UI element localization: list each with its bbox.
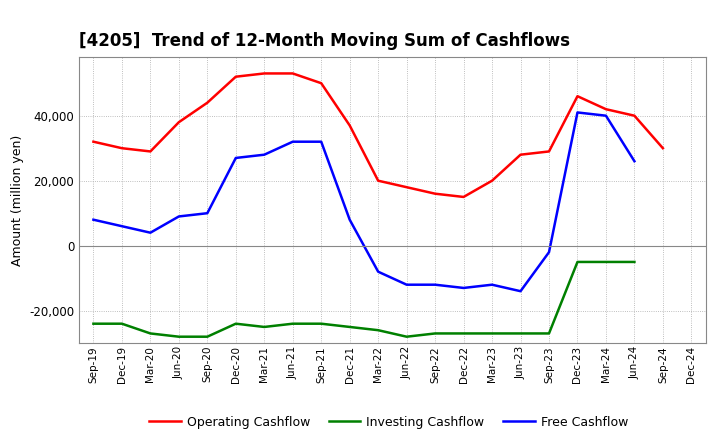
Y-axis label: Amount (million yen): Amount (million yen): [11, 135, 24, 266]
Operating Cashflow: [374, 178, 382, 183]
Operating Cashflow: [260, 71, 269, 76]
Operating Cashflow: [89, 139, 98, 144]
Investing Cashflow: [516, 331, 525, 336]
Operating Cashflow: [402, 184, 411, 190]
Investing Cashflow: [630, 259, 639, 264]
Free Cashflow: [516, 289, 525, 294]
Operating Cashflow: [659, 146, 667, 151]
Free Cashflow: [487, 282, 496, 287]
Investing Cashflow: [346, 324, 354, 330]
Investing Cashflow: [260, 324, 269, 330]
Line: Free Cashflow: Free Cashflow: [94, 113, 634, 291]
Free Cashflow: [346, 217, 354, 222]
Operating Cashflow: [117, 146, 126, 151]
Free Cashflow: [232, 155, 240, 161]
Operating Cashflow: [174, 120, 183, 125]
Operating Cashflow: [602, 106, 611, 112]
Free Cashflow: [459, 285, 468, 290]
Free Cashflow: [203, 211, 212, 216]
Free Cashflow: [630, 158, 639, 164]
Free Cashflow: [374, 269, 382, 275]
Operating Cashflow: [459, 194, 468, 200]
Investing Cashflow: [89, 321, 98, 326]
Investing Cashflow: [232, 321, 240, 326]
Line: Operating Cashflow: Operating Cashflow: [94, 73, 663, 197]
Free Cashflow: [89, 217, 98, 222]
Free Cashflow: [431, 282, 439, 287]
Investing Cashflow: [602, 259, 611, 264]
Investing Cashflow: [487, 331, 496, 336]
Operating Cashflow: [203, 100, 212, 105]
Investing Cashflow: [545, 331, 554, 336]
Text: [4205]  Trend of 12-Month Moving Sum of Cashflows: [4205] Trend of 12-Month Moving Sum of C…: [79, 32, 570, 50]
Free Cashflow: [174, 214, 183, 219]
Investing Cashflow: [431, 331, 439, 336]
Free Cashflow: [317, 139, 325, 144]
Investing Cashflow: [289, 321, 297, 326]
Investing Cashflow: [117, 321, 126, 326]
Operating Cashflow: [232, 74, 240, 79]
Investing Cashflow: [459, 331, 468, 336]
Investing Cashflow: [374, 327, 382, 333]
Free Cashflow: [402, 282, 411, 287]
Free Cashflow: [573, 110, 582, 115]
Free Cashflow: [260, 152, 269, 158]
Free Cashflow: [545, 249, 554, 255]
Operating Cashflow: [346, 123, 354, 128]
Operating Cashflow: [317, 81, 325, 86]
Free Cashflow: [146, 230, 155, 235]
Investing Cashflow: [146, 331, 155, 336]
Free Cashflow: [117, 224, 126, 229]
Free Cashflow: [289, 139, 297, 144]
Free Cashflow: [602, 113, 611, 118]
Operating Cashflow: [545, 149, 554, 154]
Investing Cashflow: [174, 334, 183, 339]
Line: Investing Cashflow: Investing Cashflow: [94, 262, 634, 337]
Investing Cashflow: [317, 321, 325, 326]
Operating Cashflow: [431, 191, 439, 196]
Operating Cashflow: [573, 94, 582, 99]
Investing Cashflow: [203, 334, 212, 339]
Investing Cashflow: [402, 334, 411, 339]
Operating Cashflow: [487, 178, 496, 183]
Investing Cashflow: [573, 259, 582, 264]
Legend: Operating Cashflow, Investing Cashflow, Free Cashflow: Operating Cashflow, Investing Cashflow, …: [145, 411, 633, 434]
Operating Cashflow: [516, 152, 525, 158]
Operating Cashflow: [630, 113, 639, 118]
Operating Cashflow: [289, 71, 297, 76]
Operating Cashflow: [146, 149, 155, 154]
